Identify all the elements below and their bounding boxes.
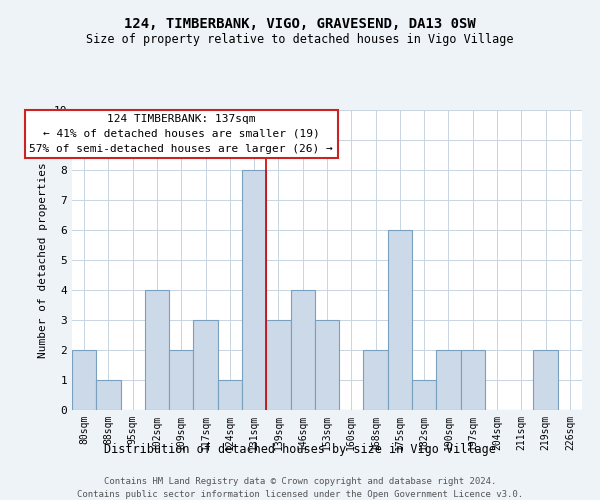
Bar bbox=[315, 320, 339, 410]
Text: 124, TIMBERBANK, VIGO, GRAVESEND, DA13 0SW: 124, TIMBERBANK, VIGO, GRAVESEND, DA13 0… bbox=[124, 18, 476, 32]
Bar bbox=[266, 320, 290, 410]
Bar bbox=[145, 290, 169, 410]
Text: Contains HM Land Registry data © Crown copyright and database right 2024.: Contains HM Land Registry data © Crown c… bbox=[104, 478, 496, 486]
Bar bbox=[242, 170, 266, 410]
Bar bbox=[388, 230, 412, 410]
Text: Size of property relative to detached houses in Vigo Village: Size of property relative to detached ho… bbox=[86, 32, 514, 46]
Bar bbox=[218, 380, 242, 410]
Bar bbox=[461, 350, 485, 410]
Bar bbox=[290, 290, 315, 410]
Bar bbox=[72, 350, 96, 410]
Bar bbox=[436, 350, 461, 410]
Bar bbox=[193, 320, 218, 410]
Y-axis label: Number of detached properties: Number of detached properties bbox=[38, 162, 48, 358]
Text: Contains public sector information licensed under the Open Government Licence v3: Contains public sector information licen… bbox=[77, 490, 523, 499]
Bar bbox=[96, 380, 121, 410]
Text: Distribution of detached houses by size in Vigo Village: Distribution of detached houses by size … bbox=[104, 442, 496, 456]
Bar bbox=[412, 380, 436, 410]
Text: 124 TIMBERBANK: 137sqm
← 41% of detached houses are smaller (19)
57% of semi-det: 124 TIMBERBANK: 137sqm ← 41% of detached… bbox=[29, 114, 333, 154]
Bar bbox=[169, 350, 193, 410]
Bar bbox=[364, 350, 388, 410]
Bar bbox=[533, 350, 558, 410]
